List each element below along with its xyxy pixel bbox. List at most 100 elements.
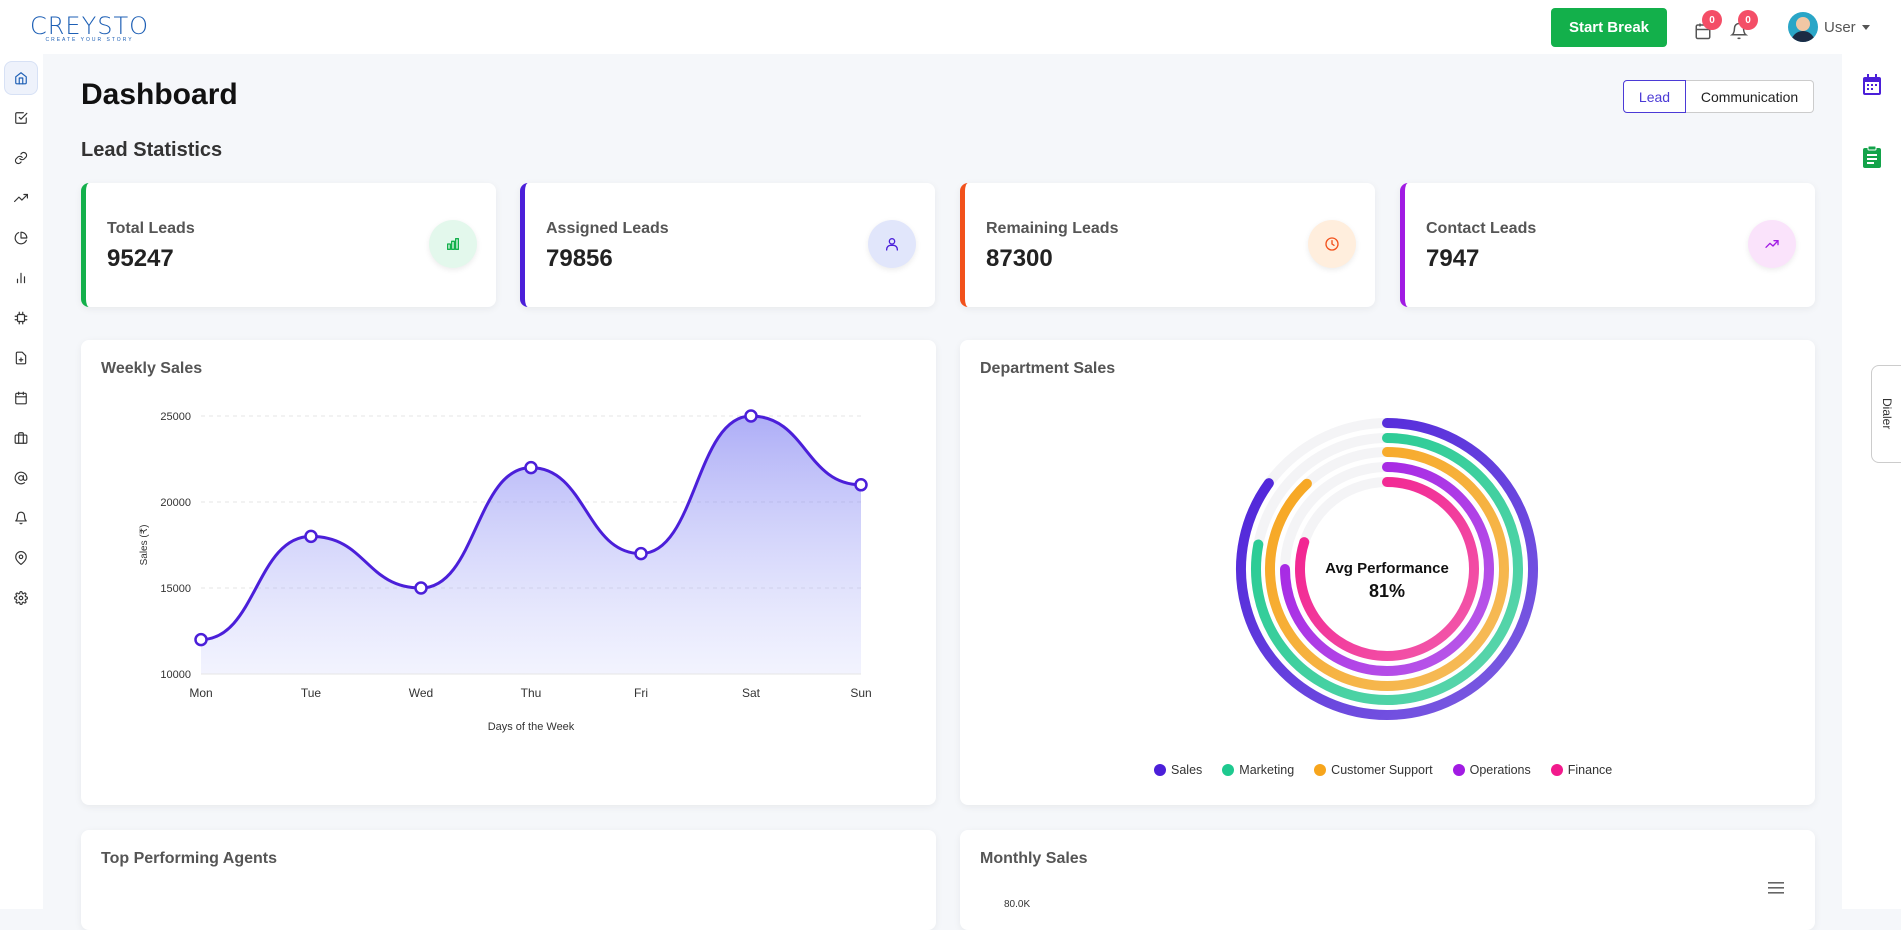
- legend-item[interactable]: Sales: [1154, 763, 1202, 777]
- card-title: Weekly Sales: [101, 360, 203, 377]
- sidebar-item-home[interactable]: [4, 61, 38, 95]
- top-agents-card: Top Performing Agents: [81, 830, 936, 930]
- radial-bar-customer-support[interactable]: [1265, 447, 1509, 691]
- y-tick-label: 15000: [160, 583, 191, 595]
- bar-chart-icon: [16, 272, 26, 284]
- radial-bar-finance[interactable]: [1295, 477, 1479, 661]
- file-plus-icon: [15, 351, 27, 365]
- x-axis-label: Days of the Week: [488, 721, 575, 733]
- legend-item[interactable]: Marketing: [1222, 763, 1294, 777]
- y-tick-label: 80.0K: [1004, 899, 1031, 910]
- map-pin-icon: [15, 551, 27, 565]
- stat-icon-badge: [868, 220, 916, 268]
- trending-up-icon: [1765, 240, 1779, 248]
- notification-badge: 0: [1738, 10, 1758, 30]
- legend-label: Customer Support: [1331, 763, 1433, 777]
- monthly-sales-card: Monthly Sales 80.0K: [960, 830, 1815, 930]
- logo-tagline: CREATE YOUR STORY: [45, 37, 134, 43]
- card-title: Top Performing Agents: [101, 850, 277, 867]
- sidebar-item-map-pin[interactable]: [4, 541, 38, 575]
- sidebar-item-calendar[interactable]: [4, 381, 38, 415]
- notifications-button[interactable]: 0: [1728, 10, 1758, 42]
- data-point[interactable]: [634, 546, 648, 561]
- x-tick-label: Sat: [742, 686, 761, 700]
- data-point[interactable]: [744, 409, 758, 423]
- stat-card: Assigned Leads 79856: [520, 183, 935, 307]
- stat-value: 87300: [986, 245, 1053, 272]
- calendar-icon[interactable]: [1862, 74, 1882, 96]
- legend-item[interactable]: Customer Support: [1314, 763, 1433, 777]
- legend-marker: [1314, 764, 1327, 776]
- x-tick-label: Sun: [850, 686, 871, 700]
- briefcase-icon: [14, 432, 28, 444]
- settings-chip-icon: [14, 311, 28, 325]
- card-title: Department Sales: [980, 360, 1116, 377]
- data-point[interactable]: [414, 581, 428, 595]
- stat-card: Remaining Leads 87300: [960, 183, 1375, 307]
- data-point[interactable]: [194, 632, 208, 647]
- sidebar-item-bar-chart[interactable]: [4, 261, 38, 295]
- center-label: Avg Performance: [1325, 560, 1449, 577]
- radial-bar-marketing[interactable]: [1251, 433, 1523, 705]
- section-title: Lead Statistics: [81, 139, 223, 161]
- calendar-badge: 0: [1702, 10, 1722, 30]
- link-icon: [14, 151, 28, 165]
- brand-logo[interactable]: CREYSTO CREATE YOUR STORY: [30, 12, 149, 43]
- legend-item[interactable]: Operations: [1452, 763, 1531, 777]
- x-tick-label: Wed: [409, 686, 433, 700]
- stat-card: Contact Leads 7947: [1400, 183, 1815, 307]
- weekly-sales-chart: 25000 20000 15000 10000 Mon Tue Wed Thu Fri Sat Su…: [139, 409, 872, 733]
- x-tick-label: Thu: [521, 686, 542, 700]
- radial-bar-operations[interactable]: [1280, 462, 1494, 676]
- center-value: 81%: [1369, 581, 1405, 601]
- trending-up-icon: [14, 193, 28, 203]
- sidebar-item-bell[interactable]: [4, 501, 38, 535]
- start-break-button[interactable]: Start Break: [1551, 8, 1667, 47]
- top-bar: CREYSTO CREATE YOUR STORY Start Break 0 …: [0, 0, 1901, 54]
- user-label: User: [1824, 18, 1856, 36]
- sidebar-item-gear[interactable]: [4, 581, 38, 615]
- stat-icon-badge: [1308, 220, 1356, 268]
- sidebar: [0, 54, 43, 909]
- gear-icon: [14, 591, 28, 605]
- legend-item[interactable]: Finance: [1550, 763, 1613, 777]
- page-title: Dashboard: [81, 78, 238, 111]
- toggle-communication[interactable]: Communication: [1686, 80, 1814, 113]
- legend-marker: [1222, 764, 1235, 776]
- toggle-lead[interactable]: Lead: [1623, 80, 1686, 113]
- weekly-sales-card: Weekly Sales 25000 20000 15000 10000 Mon Tue W…: [81, 340, 936, 805]
- calendar-button[interactable]: 0: [1692, 10, 1722, 42]
- sidebar-item-pie-chart[interactable]: [4, 221, 38, 255]
- stat-value: 79856: [546, 245, 613, 272]
- pie-chart-icon: [14, 231, 28, 245]
- sidebar-item-at-sign[interactable]: [4, 461, 38, 495]
- stat-icon-badge: [1748, 220, 1796, 268]
- stat-label: Contact Leads: [1426, 220, 1537, 237]
- dialer-tab[interactable]: Dialer: [1871, 365, 1901, 463]
- radial-bar-sales[interactable]: [1236, 418, 1538, 720]
- sidebar-item-settings-chip[interactable]: [4, 301, 38, 335]
- sidebar-item-link[interactable]: [4, 141, 38, 175]
- sidebar-item-trending-up[interactable]: [4, 181, 38, 215]
- menu-icon[interactable]: [1768, 882, 1784, 894]
- legend-label: Finance: [1567, 763, 1613, 777]
- dialer-label: Dialer: [1880, 398, 1894, 430]
- home-icon: [15, 72, 27, 85]
- stat-icon-badge: [429, 220, 477, 268]
- y-tick-label: 20000: [160, 497, 191, 509]
- sidebar-item-check-square[interactable]: [4, 101, 38, 135]
- department-sales-chart: Avg Performance 81%: [1236, 418, 1538, 720]
- data-point[interactable]: [854, 478, 868, 492]
- user-menu[interactable]: User: [1788, 12, 1870, 42]
- y-axis-label: Sales (₹): [139, 525, 150, 566]
- data-point[interactable]: [524, 460, 538, 475]
- legend-marker: [1154, 764, 1166, 776]
- sidebar-item-briefcase[interactable]: [4, 421, 38, 455]
- sidebar-item-file-plus[interactable]: [4, 341, 38, 375]
- legend-marker: [1550, 764, 1563, 776]
- clock-icon: [1325, 237, 1339, 251]
- right-toolbar: [1842, 54, 1901, 909]
- data-point[interactable]: [304, 529, 318, 544]
- clipboard-icon[interactable]: [1863, 146, 1881, 168]
- card-title: Monthly Sales: [980, 850, 1088, 867]
